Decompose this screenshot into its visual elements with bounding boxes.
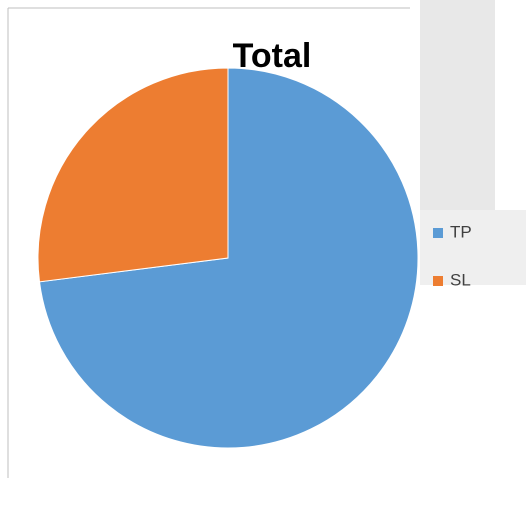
legend-swatch	[433, 276, 443, 286]
pie-slice	[37, 67, 229, 283]
legend-label: TP	[450, 222, 472, 241]
legend-swatch	[433, 228, 443, 238]
panel	[420, 210, 526, 285]
legend-label: SL	[450, 270, 471, 289]
pie-slice	[38, 67, 419, 449]
